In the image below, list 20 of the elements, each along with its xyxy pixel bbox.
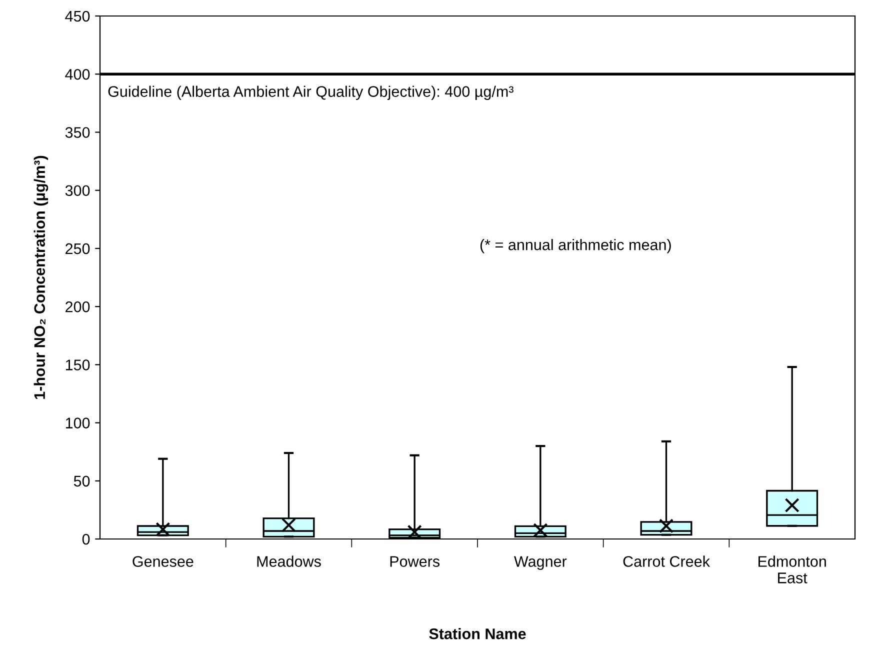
ref-line-label: Guideline (Alberta Ambient Air Quality Objective): 400 µg/m³ [108, 86, 514, 100]
y-axis-title: 1-hour NO₂ Concentration (µg/m³) [34, 156, 48, 399]
x-tick-label: Carrot Creek [623, 556, 710, 567]
x-tick-label: Meadows [257, 556, 321, 567]
y-tick-label: 100 [66, 418, 90, 428]
y-tick-label: 150 [66, 360, 90, 370]
y-tick-label: 350 [65, 127, 90, 138]
annotation: (* = annual arithmetic mean) [480, 239, 671, 254]
x-tick-label: Genesee [132, 556, 194, 567]
x-tick-label: Edmonton East [758, 556, 826, 584]
x-tick-label: Wagner [514, 556, 567, 570]
y-tick-label: 0 [82, 534, 90, 545]
x-axis-title: Station Name [429, 628, 526, 640]
y-tick-label: 200 [66, 301, 90, 312]
x-tick-label: Powers [390, 556, 440, 567]
y-tick-label: 250 [66, 243, 90, 254]
y-tick-label: 400 [65, 68, 90, 80]
y-tick-label: 450 [65, 10, 90, 22]
y-tick-label: 300 [65, 185, 90, 196]
y-tick-label: 50 [74, 476, 90, 487]
